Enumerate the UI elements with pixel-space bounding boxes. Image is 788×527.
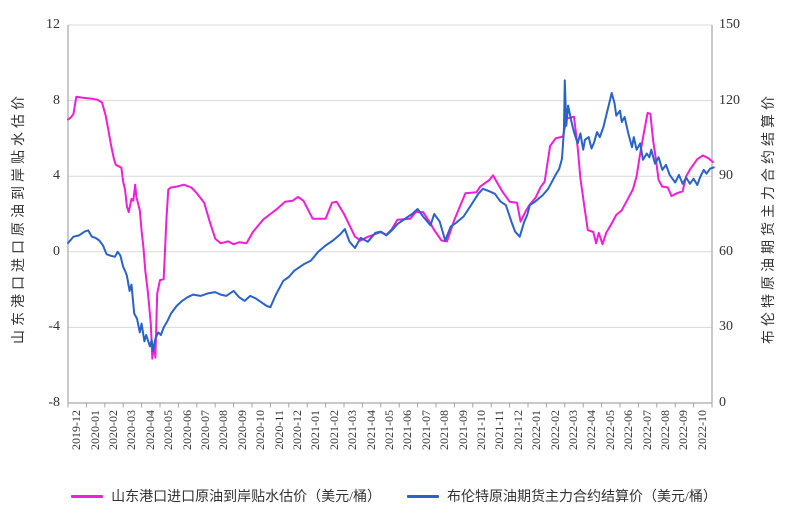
series-line-shandong-premium	[67, 95, 714, 360]
series-line-brent-settlement	[67, 79, 715, 353]
x-axis-tick-label: 2021-11	[492, 410, 507, 450]
x-axis-tick-label: 2020-04	[142, 410, 157, 450]
right-axis-tick-label: 150	[719, 17, 740, 32]
x-axis-tick-label: 2022-04	[584, 410, 599, 450]
x-axis-tick-label: 2022-02	[547, 410, 562, 450]
right-axis-tick-label: 90	[719, 168, 733, 184]
x-axis-tick-label: 2022-03	[566, 410, 580, 450]
legend-item-shandong-premium: 山东港口进口原油到岸贴水估价（美元/桶）	[71, 486, 381, 506]
x-axis-tick-label: 2022-09	[676, 410, 691, 450]
x-axis-tick-label: 2022-10	[694, 410, 709, 450]
x-axis-tick-label: 2021-05	[382, 410, 396, 450]
legend-label: 布伦特原油期货主力合约结算价（美元/桶）	[447, 490, 717, 505]
legend-item-brent-settlement: 布伦特原油期货主力合约结算价（美元/桶）	[407, 486, 717, 506]
left-axis-tick-label: 8	[53, 92, 60, 108]
x-axis-tick-label: 2021-10	[474, 410, 488, 450]
left-axis-tick-label: -4	[48, 319, 60, 335]
x-axis-tick-label: 2022-08	[658, 410, 672, 450]
x-axis-tick-label: 2021-07	[418, 410, 433, 450]
x-axis-tick-label: 2020-11	[271, 410, 286, 450]
blue-line-swatch	[407, 494, 439, 498]
x-axis-tick-label: 2021-08	[437, 410, 452, 450]
x-axis-tick-label: 2020-02	[106, 410, 120, 450]
x-axis-tick-label: 2020-12	[290, 410, 304, 450]
x-axis-tick-label: 2022-07	[639, 410, 654, 450]
left-axis-tick-label: 4	[53, 168, 60, 184]
x-axis-tick-label: 2022-01	[529, 410, 544, 450]
plot-area	[67, 24, 715, 408]
left-axis-tick-label: 0	[53, 243, 60, 259]
right-axis-tick-label: 60	[719, 243, 733, 259]
x-axis-tick-label: 2020-05	[161, 410, 176, 450]
left-axis-tick-label: -8	[48, 395, 60, 410]
x-axis-tick-label: 2020-09	[234, 410, 249, 450]
x-axis-tick-label: 2021-02	[326, 410, 341, 450]
x-axis-tick-label: 2020-08	[216, 410, 231, 450]
x-axis-tick-label: 2020-06	[179, 410, 194, 450]
x-axis-tick-label: 2021-04	[363, 410, 378, 450]
x-axis-tick-label: 2020-01	[87, 410, 102, 450]
x-axis-tick-label: 2019-12	[69, 410, 84, 450]
x-axis-tick-label: 2022-05	[602, 410, 617, 450]
x-axis-tick-label: 2021-12	[510, 410, 525, 450]
x-axis-tick-label: 2021-09	[455, 410, 470, 450]
legend-label: 山东港口进口原油到岸贴水估价（美元/桶）	[111, 490, 381, 505]
right-axis-tick-label: 0	[719, 395, 726, 410]
x-axis-tick-label: 2022-06	[621, 410, 636, 450]
x-axis-tick-label: 2021-01	[308, 410, 323, 450]
x-axis-tick-label: 2021-03	[345, 410, 360, 450]
legend: 山东港口进口原油到岸贴水估价（美元/桶） 布伦特原油期货主力合约结算价（美元/桶…	[0, 486, 788, 506]
x-axis-tick-label: 2021-06	[400, 410, 415, 450]
left-axis-title: 山东港口进口原油到岸贴水估价	[12, 92, 27, 344]
right-axis-title: 布伦特原油期货主力合约结算价	[762, 92, 777, 344]
magenta-line-swatch	[71, 494, 104, 498]
x-axis-tick-label: 2020-10	[253, 410, 268, 450]
left-axis-tick-label: 12	[46, 17, 60, 32]
right-axis-tick-label: 30	[719, 319, 733, 335]
right-axis-tick-label: 120	[719, 92, 740, 108]
x-axis-tick-label: 2020-03	[124, 410, 139, 450]
x-axis-tick-label: 2020-07	[198, 410, 212, 450]
